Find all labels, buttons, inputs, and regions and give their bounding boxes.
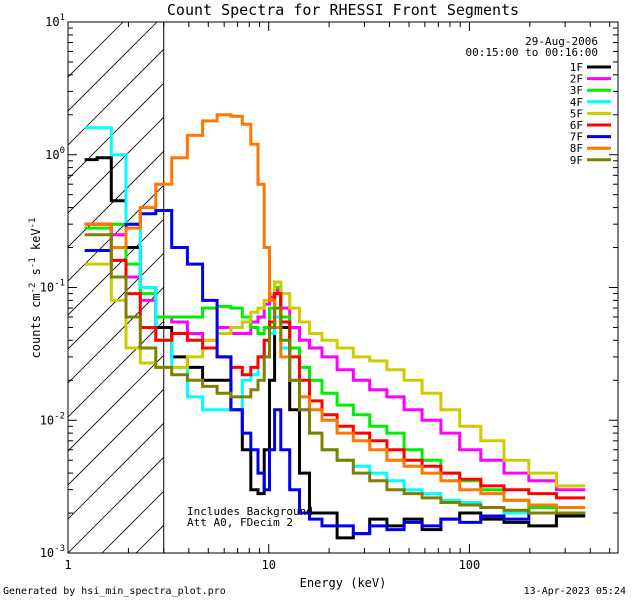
legend-label-2f: 2F [570, 73, 583, 86]
hatch-line [68, 388, 164, 486]
y-tick-label: 10-1 [40, 279, 65, 295]
timestamp-footer: 13-Apr-2023 05:24 [524, 586, 626, 597]
y-tick-label: 10-3 [40, 544, 65, 560]
legend-label-9f: 9F [570, 154, 583, 167]
series-9f-line [84, 233, 586, 515]
legend-label-4f: 4F [570, 96, 583, 109]
x-tick-label: 100 [459, 558, 481, 572]
attenuator-note: Att A0, FDecim 2 [187, 516, 293, 529]
date-label: 29-Aug-2006 [525, 35, 598, 48]
series-8f-line [84, 113, 586, 509]
legend-label-5f: 5F [570, 107, 583, 120]
time-range-label: 00:15:00 to 00:16:00 [466, 46, 598, 59]
hatch-line [68, 82, 164, 180]
x-tick-label: 1 [64, 558, 71, 572]
series-7f-line [84, 209, 586, 536]
x-axis-label: Energy (keV) [300, 576, 387, 590]
legend-label-7f: 7F [570, 131, 583, 144]
series-6f-line [84, 222, 586, 500]
legend-label-1f: 1F [570, 61, 583, 74]
series-1f-line [84, 156, 586, 540]
legend-label-6f: 6F [570, 119, 583, 132]
background-note: Includes Background [187, 505, 313, 518]
y-tick-label: 10-2 [40, 411, 65, 427]
y-tick-label: 101 [45, 13, 65, 29]
series-5f-line [84, 262, 586, 488]
y-axis-label: counts cm-2 s-1 keV-1 [28, 218, 43, 359]
hatch-line [68, 422, 164, 520]
x-tick-label: 10 [261, 558, 275, 572]
hatch-line [68, 456, 164, 553]
x-tick-labels: 1 10 100 [64, 558, 480, 572]
series-lines [84, 113, 586, 540]
y-tick-labels: 101 100 10-1 10-2 10-3 [40, 13, 65, 560]
series-2f-line [84, 222, 586, 492]
generated-by-footer: Generated by hsi_min_spectra_plot.pro [3, 586, 226, 597]
axis-ticks [67, 21, 618, 554]
legend-label-3f: 3F [570, 84, 583, 97]
hatch-line [68, 48, 164, 146]
hatch-line [68, 218, 164, 316]
chart-title: Count Spectra for RHESSI Front Segments [167, 1, 519, 19]
legend-label-8f: 8F [570, 142, 583, 155]
hatch-line [68, 252, 164, 350]
hatch-line [68, 22, 158, 112]
y-tick-label: 100 [45, 146, 65, 162]
